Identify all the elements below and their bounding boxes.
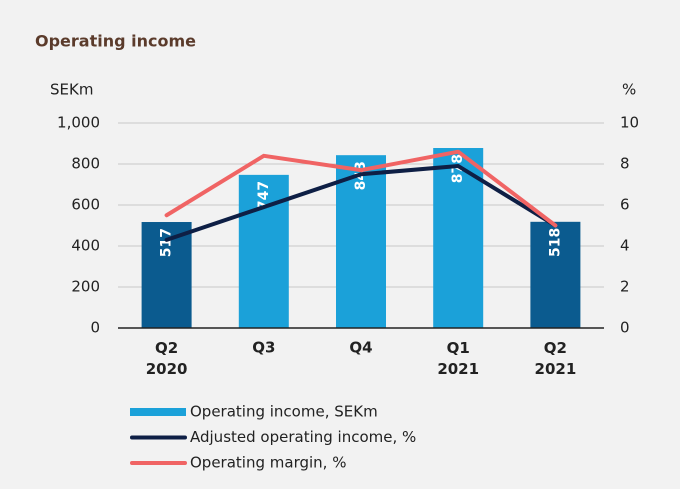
x-tick-label: Q2 2020 bbox=[146, 339, 188, 378]
y-tick-label: 400 bbox=[71, 237, 100, 255]
value-label: 878 bbox=[450, 154, 466, 183]
y2-tick-label: 10 bbox=[620, 114, 639, 132]
y-tick-label: 600 bbox=[71, 196, 100, 214]
y-tick-label: 800 bbox=[71, 155, 100, 173]
y-tick-label: 1,000 bbox=[57, 114, 100, 132]
legend-label: Operating margin, % bbox=[190, 454, 346, 472]
legend-swatch bbox=[130, 408, 186, 416]
x-tick-line: Q1 bbox=[447, 339, 470, 357]
x-tick-label: Q3 bbox=[252, 339, 275, 357]
y-axis-label: SEKm bbox=[50, 81, 93, 99]
legend-label: Operating income, SEKm bbox=[190, 403, 378, 421]
x-tick-line: Q2 bbox=[155, 339, 178, 357]
y2-tick-label: 6 bbox=[620, 196, 630, 214]
value-label: 747 bbox=[256, 181, 272, 210]
bar bbox=[336, 155, 386, 328]
x-tick-line: 2021 bbox=[437, 360, 479, 378]
value-label: 518 bbox=[547, 228, 563, 257]
line bbox=[164, 149, 558, 228]
y2-tick-label: 0 bbox=[620, 319, 630, 337]
x-tick-line: Q2 bbox=[544, 339, 567, 357]
y2-axis-label: % bbox=[622, 81, 636, 99]
y-tick-label: 0 bbox=[90, 319, 100, 337]
y2-tick-label: 4 bbox=[620, 237, 630, 255]
x-tick-label: Q2 2021 bbox=[535, 339, 577, 378]
y-tick-label: 200 bbox=[71, 278, 100, 296]
y2-tick-label: 8 bbox=[620, 155, 630, 173]
x-tick-line: 2021 bbox=[535, 360, 577, 378]
x-tick-line: 2020 bbox=[146, 360, 188, 378]
line bbox=[164, 164, 558, 242]
x-tick-label: Q1 2021 bbox=[437, 339, 479, 378]
y2-tick-label: 2 bbox=[620, 278, 630, 296]
value-label: 517 bbox=[159, 228, 175, 257]
chart-title: Operating income bbox=[35, 32, 196, 51]
bar bbox=[530, 221, 581, 328]
x-tick-label: Q4 bbox=[349, 339, 372, 357]
legend-label: Adjusted operating income, % bbox=[190, 428, 416, 446]
